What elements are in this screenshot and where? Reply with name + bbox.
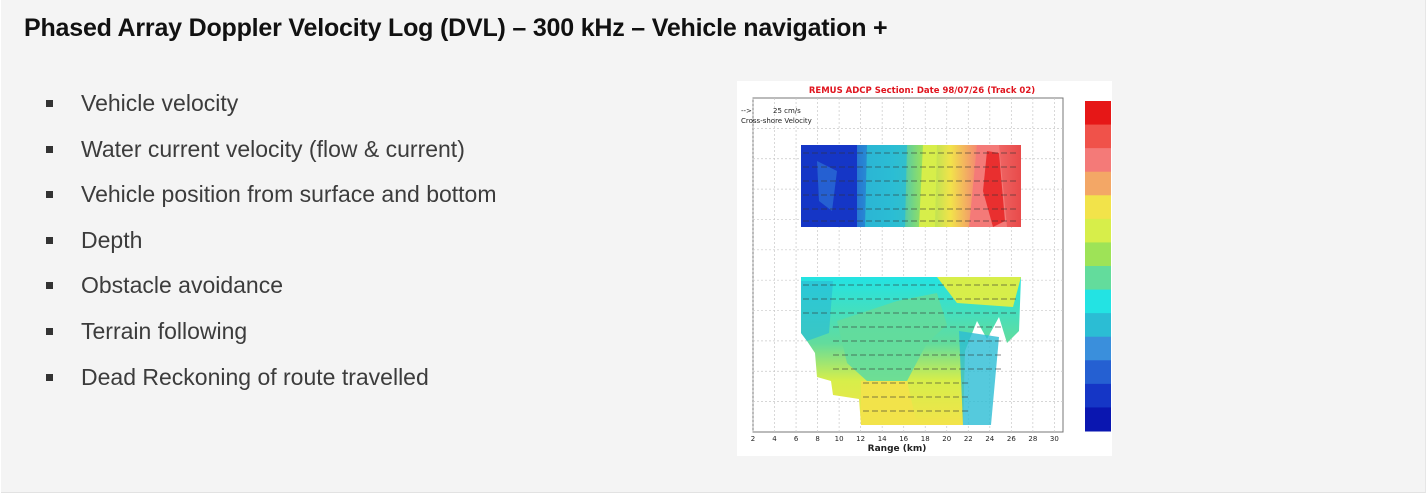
x-tick-label: 8 <box>815 435 819 443</box>
bullet-marker <box>46 100 53 107</box>
bullet-marker <box>46 373 53 381</box>
x-tick-label: 2 <box>751 435 755 443</box>
x-tick-label: 10 <box>835 435 844 443</box>
legend-scale: 25 cm/s <box>773 107 801 115</box>
bullet-item: Water current velocity (flow & current) <box>46 131 497 177</box>
bullet-item: Depth <box>46 222 497 268</box>
bullet-text: Vehicle position from surface and bottom <box>81 181 497 208</box>
bullet-item: Vehicle position from surface and bottom <box>46 176 497 222</box>
bullet-item: Obstacle avoidance <box>46 267 497 313</box>
figure-title: REMUS ADCP Section: Date 98/07/26 (Track… <box>809 86 1035 96</box>
x-tick-label: 20 <box>942 435 951 443</box>
adcp-section-figure: REMUS ADCP Section: Date 98/07/26 (Track… <box>737 81 1112 456</box>
bullet-text: Terrain following <box>81 317 248 344</box>
bullet-item: Vehicle velocity <box>46 85 497 131</box>
bullet-item: Terrain following <box>46 313 497 359</box>
x-tick-label: 16 <box>899 435 908 443</box>
bullet-item: Dead Reckoning of route travelled <box>46 359 497 405</box>
legend-label: Cross-shore Velocity <box>741 117 812 125</box>
x-tick-label: 12 <box>856 435 865 443</box>
x-tick-label: 22 <box>964 435 973 443</box>
bullet-text: Vehicle velocity <box>81 90 239 116</box>
x-tick-label: 14 <box>878 435 887 443</box>
x-axis-label: Range (km) <box>868 444 927 454</box>
slide-title: Phased Array Doppler Velocity Log (DVL) … <box>24 14 888 42</box>
upper-velocity-band <box>801 145 1021 227</box>
bullet-marker <box>46 327 53 335</box>
colorbar <box>1085 101 1111 432</box>
bullet-marker <box>46 145 53 153</box>
bullet-text: Water current velocity (flow & current) <box>81 135 465 162</box>
bullet-text: Dead Reckoning of route travelled <box>81 363 429 390</box>
velocity-vectors <box>803 152 1016 412</box>
bullet-marker <box>46 191 53 199</box>
adcp-section-plot: REMUS ADCP Section: Date 98/07/26 (Track… <box>741 86 1111 454</box>
lower-velocity-band <box>801 277 1021 425</box>
legend-arrow-icon: --> <box>741 107 752 115</box>
bullet-list: Vehicle velocity Water current velocity … <box>46 85 497 404</box>
bullet-marker <box>46 236 53 244</box>
x-tick-label: 4 <box>772 435 777 443</box>
x-tick-label: 30 <box>1050 435 1059 443</box>
x-tick-label: 28 <box>1028 435 1037 443</box>
bullet-marker <box>46 282 53 290</box>
x-tick-labels: 2 4 6 8 10 12 14 16 18 20 22 24 26 28 30 <box>751 435 1059 443</box>
x-tick-label: 26 <box>1007 435 1016 443</box>
x-tick-label: 6 <box>794 435 799 443</box>
bullet-text: Obstacle avoidance <box>81 272 284 299</box>
x-tick-label: 24 <box>985 435 994 443</box>
bullet-text: Depth <box>81 226 143 253</box>
x-tick-label: 18 <box>921 435 930 443</box>
